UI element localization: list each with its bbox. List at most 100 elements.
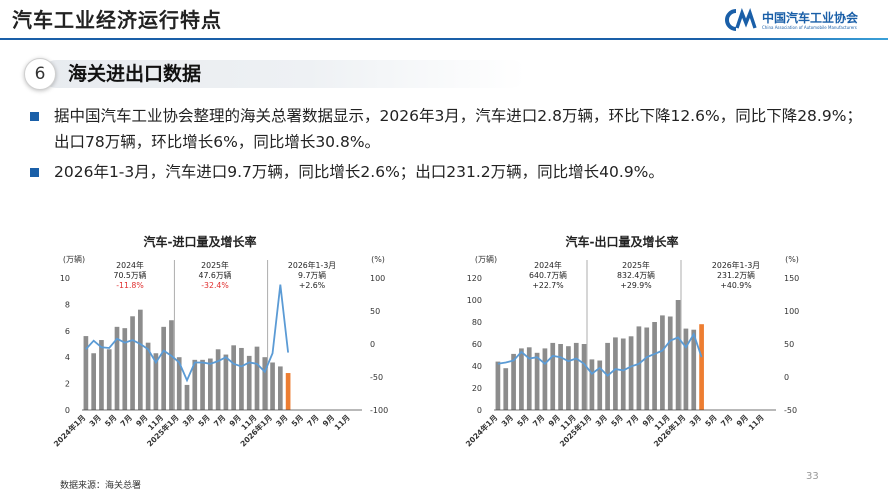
section-title: 海关进出口数据 — [68, 63, 202, 85]
data-bar — [192, 359, 198, 410]
data-bar — [176, 357, 182, 410]
y2-tick-label: -50 — [784, 406, 797, 415]
y2-tick-label: 0 — [784, 373, 789, 382]
logo-text-en: China Association of Automobile Manufact… — [762, 25, 857, 30]
x-tick-label: 7月 — [212, 413, 227, 428]
y2-tick-label: 100 — [370, 274, 385, 283]
period-annotation-text: 2025年 — [622, 260, 650, 270]
data-bar — [270, 362, 275, 410]
data-bar — [106, 349, 112, 410]
x-tick-label: 5月 — [609, 413, 624, 428]
y-tick-label: 10 — [60, 274, 70, 283]
bullet-list: 据中国汽车工业协会整理的海关总署数据显示，2026年3月，汽车进口2.8万辆，环… — [30, 103, 870, 189]
bullet-item: 2026年1-3月，汽车进口9.7万辆，同比增长2.6%；出口231.2万辆，同… — [30, 159, 870, 185]
x-tick-label: 7月 — [719, 413, 734, 428]
bullet-text: 据中国汽车工业协会整理的海关总署数据显示，2026年3月，汽车进口2.8万辆，环… — [54, 107, 862, 151]
period-annotation-text: -11.8% — [116, 281, 144, 290]
data-bar — [184, 384, 190, 410]
page-title: 汽车工业经济运行特点 — [12, 8, 222, 32]
data-bar — [597, 360, 603, 410]
period-annotation-text: -32.4% — [201, 281, 229, 290]
y2-tick-label: -100 — [370, 406, 388, 415]
x-tick-label: 7月 — [305, 413, 320, 428]
period-annotation-text: 2024年 — [534, 260, 562, 270]
chart-title: 汽车-进口量及增长率 — [144, 234, 257, 249]
data-bar — [652, 322, 657, 410]
x-tick-label: 11月 — [747, 413, 766, 432]
bullet-square-icon — [30, 168, 39, 177]
data-bar — [589, 359, 595, 410]
y-tick-label: 100 — [467, 296, 482, 305]
data-bar — [620, 338, 626, 410]
data-bar — [573, 342, 579, 410]
data-bar — [519, 348, 524, 410]
y2-tick-label: 50 — [784, 340, 794, 349]
data-bar — [495, 361, 501, 410]
period-annotation-text: 2024年 — [116, 260, 144, 270]
y-tick-label: 8 — [65, 300, 70, 309]
bullet-item: 据中国汽车工业协会整理的海关总署数据显示，2026年3月，汽车进口2.8万辆，环… — [30, 103, 870, 155]
data-bar — [675, 300, 681, 410]
y2-tick-label: 50 — [370, 307, 380, 316]
data-bar — [130, 316, 135, 410]
y2-tick-label: 0 — [370, 340, 375, 349]
export-chart: 汽车-出口量及增长率 (万辆) (%) 0 20 40 60 80 100 120 -50 0 50 10… — [452, 230, 852, 474]
caam-logo-icon — [725, 8, 757, 31]
bullet-text: 2026年1-3月，汽车进口9.7万辆，同比增长2.6%；出口231.2万辆，同… — [54, 163, 664, 181]
y-tick-label: 60 — [472, 340, 482, 349]
x-tick-label: 11月 — [333, 413, 352, 432]
data-bar — [246, 355, 252, 410]
data-bar — [278, 366, 283, 410]
y-axis-unit-label: (万辆) — [475, 254, 497, 264]
data-bar — [215, 349, 221, 410]
period-annotation-text: +29.9% — [620, 281, 651, 290]
y-axis-unit-label: (万辆) — [63, 254, 85, 264]
y-tick-label: 20 — [472, 384, 482, 393]
section-heading: 6 海关进出口数据 — [16, 58, 536, 92]
data-bar — [613, 337, 618, 410]
y-tick-label: 0 — [477, 406, 482, 415]
period-annotation-text: 2025年 — [201, 260, 229, 270]
bullet-square-icon — [30, 112, 39, 121]
period-annotation-text: 640.7万辆 — [529, 270, 567, 280]
data-bar — [114, 326, 120, 410]
page-header: 汽车工业经济运行特点 中国汽车工业协会 China Association of… — [0, 0, 888, 40]
growth-rate-line — [85, 284, 290, 383]
period-annotation-text: 47.6万辆 — [199, 270, 232, 280]
x-tick-label: 5月 — [196, 413, 211, 428]
period-annotation-text: 2026年1-3月 — [712, 260, 760, 270]
data-bar — [254, 346, 260, 410]
data-bar — [683, 328, 689, 410]
period-annotation-text: 2026年1-3月 — [288, 260, 336, 270]
data-bar — [138, 309, 143, 410]
x-tick-label: 3月 — [688, 413, 703, 428]
data-bar — [99, 340, 104, 410]
data-bar — [153, 353, 159, 410]
period-annotation-text: 70.5万辆 — [114, 270, 147, 280]
period-annotation-text: +40.9% — [720, 281, 751, 290]
x-tick-label: 3月 — [274, 413, 289, 428]
x-tick-label: 5月 — [515, 413, 530, 428]
data-bar — [239, 347, 244, 410]
page-number: 33 — [806, 471, 819, 482]
chart-title: 汽车-出口量及增长率 — [566, 234, 679, 249]
data-bar — [231, 345, 236, 410]
x-tick-label: 7月 — [531, 413, 546, 428]
y-tick-label: 4 — [65, 353, 70, 362]
y-tick-label: 0 — [65, 406, 70, 415]
export-chart-svg: 汽车-出口量及增长率 (万辆) (%) 0 20 40 60 80 100 120 -50 0 50 10… — [463, 234, 799, 448]
data-bar — [503, 368, 509, 410]
import-chart-svg: 汽车-进口量及增长率 (万辆) (%) 0 2 4 6 8 10 -100 -50 0 50 100 202… — [51, 234, 388, 448]
header-divider — [0, 38, 888, 40]
data-bar — [161, 326, 166, 410]
y-tick-label: 80 — [472, 318, 482, 327]
data-bar — [526, 347, 532, 410]
x-tick-label: 5月 — [290, 413, 305, 428]
period-annotation-text: +2.6% — [299, 281, 325, 290]
y-tick-label: 40 — [472, 362, 482, 371]
data-bar — [200, 359, 205, 410]
x-tick-label: 5月 — [703, 413, 718, 428]
data-bar — [660, 315, 665, 410]
data-bar — [542, 348, 548, 410]
data-bar — [122, 328, 128, 410]
